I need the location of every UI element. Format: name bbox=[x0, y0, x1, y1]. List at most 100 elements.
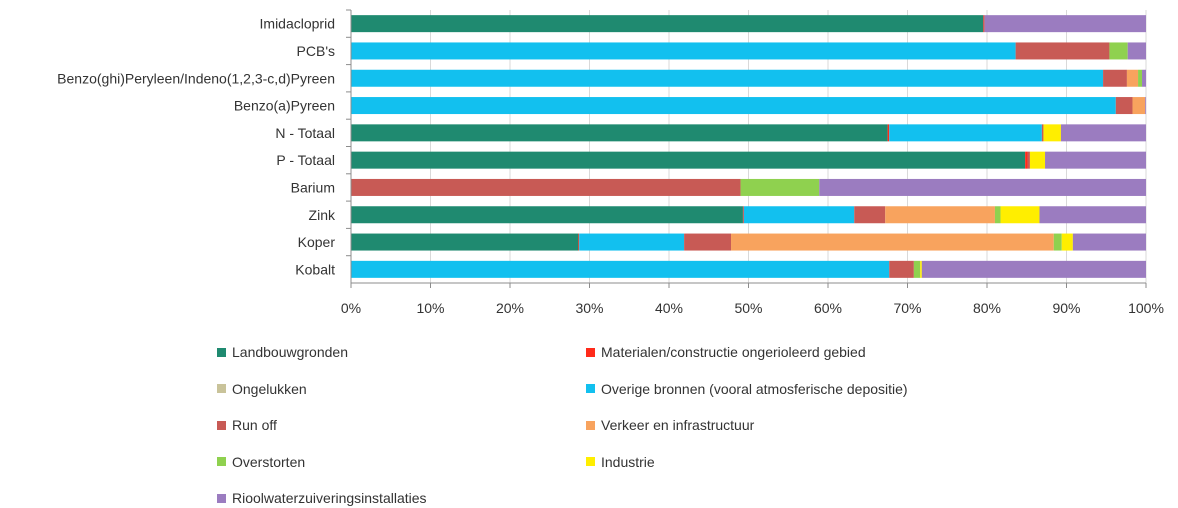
x-tick-label: 60% bbox=[814, 300, 842, 316]
bar-segment bbox=[885, 206, 995, 224]
bar-segment bbox=[913, 260, 921, 278]
legend-label: Overige bronnen (vooral atmosferische de… bbox=[601, 380, 908, 397]
legend-swatch bbox=[217, 384, 226, 393]
bar-segment bbox=[1138, 69, 1143, 87]
tick-labels: 0% 10% 20% 30% 40% 50% 60% 70% 80% 90% 100% bbox=[341, 300, 1164, 316]
bar-segment bbox=[731, 233, 1054, 251]
legend-swatch bbox=[217, 347, 226, 357]
category-label: N - Totaal bbox=[275, 125, 335, 141]
bar-segment bbox=[1039, 206, 1146, 224]
legend-item: Landbouwgronden bbox=[217, 344, 348, 360]
bar-segment bbox=[1127, 42, 1146, 60]
bar-segment bbox=[994, 206, 1001, 224]
bar-segment bbox=[889, 260, 914, 278]
x-tick-label: 100% bbox=[1128, 300, 1164, 316]
bar-segment bbox=[351, 233, 579, 251]
bar-segment bbox=[351, 124, 888, 142]
bar-segment bbox=[1043, 124, 1061, 142]
x-tick-label: 0% bbox=[341, 300, 361, 316]
bar-segment bbox=[983, 15, 985, 33]
x-tick-label: 80% bbox=[973, 300, 1001, 316]
x-tick-label: 30% bbox=[575, 300, 603, 316]
legend-swatch bbox=[586, 420, 595, 430]
category-label: PCB's bbox=[297, 43, 335, 59]
bar-segment bbox=[351, 178, 741, 196]
bar-segment bbox=[740, 178, 820, 196]
category-label: Benzo(ghi)Peryleen/Indeno(1,2,3-c,d)Pyre… bbox=[57, 70, 335, 86]
bar-segment bbox=[1145, 97, 1146, 115]
bar-segment bbox=[351, 97, 1116, 115]
category-label: Zink bbox=[309, 207, 336, 223]
bar-segment bbox=[1027, 151, 1030, 169]
bar-segment bbox=[351, 69, 1104, 87]
legend-label: Ongelukken bbox=[232, 380, 307, 397]
bar-segment bbox=[1015, 42, 1110, 60]
stacked-bar-chart: Imidacloprid PCB's Benzo(ghi)Peryleen/Inde… bbox=[57, 9, 1164, 316]
bar-segment bbox=[984, 15, 1146, 33]
bar-segment bbox=[579, 233, 685, 251]
bar-segment bbox=[578, 233, 580, 251]
x-tick-label: 70% bbox=[893, 300, 921, 316]
bar-segment bbox=[1103, 69, 1127, 87]
legend-swatch bbox=[586, 347, 595, 357]
legend-swatch bbox=[217, 420, 226, 430]
bar-segment bbox=[1072, 233, 1146, 251]
legend-swatch bbox=[586, 457, 595, 466]
category-labels: Imidacloprid PCB's Benzo(ghi)Peryleen/Inde… bbox=[57, 16, 336, 278]
bar-segment bbox=[1000, 206, 1040, 224]
bar-segment bbox=[1053, 233, 1062, 251]
bar-segment bbox=[351, 15, 984, 33]
x-tick-label: 90% bbox=[1052, 300, 1080, 316]
bar-segment bbox=[1029, 151, 1046, 169]
legend-swatch bbox=[586, 384, 595, 393]
bar-segment bbox=[351, 42, 1016, 60]
legend-swatch bbox=[217, 493, 226, 503]
legend-item: Rioolwaterzuiveringsinstallaties bbox=[217, 490, 427, 506]
category-label: Koper bbox=[298, 234, 336, 250]
bar-segment bbox=[920, 260, 922, 278]
bar-segment bbox=[1132, 97, 1146, 115]
bar-segment bbox=[1061, 233, 1073, 251]
bar-segment bbox=[1060, 124, 1146, 142]
bar-segment bbox=[742, 206, 744, 224]
legend-label: Landbouwgronden bbox=[232, 344, 348, 360]
legend-item: Verkeer en infrastructuur bbox=[586, 417, 754, 433]
bar-segment bbox=[684, 233, 732, 251]
x-tick-label: 50% bbox=[734, 300, 762, 316]
bar-segment bbox=[351, 260, 890, 278]
legend-item: Ongelukken bbox=[217, 381, 307, 397]
x-tick-label: 40% bbox=[655, 300, 683, 316]
axes bbox=[346, 9, 1147, 288]
category-label: Kobalt bbox=[295, 261, 335, 277]
bar-segment bbox=[819, 178, 1146, 196]
bar-segment bbox=[1041, 124, 1044, 142]
bar-segment bbox=[1126, 69, 1139, 87]
legend-label: Run off bbox=[232, 417, 277, 433]
legend: Landbouwgronden Materialen/constructie on… bbox=[0, 338, 1178, 508]
bar-segment bbox=[1142, 69, 1146, 87]
bar-segment bbox=[921, 260, 1146, 278]
bar-segment bbox=[887, 124, 890, 142]
bar-segment bbox=[351, 206, 743, 224]
category-label: Barium bbox=[291, 179, 335, 195]
bar-segment bbox=[351, 151, 1026, 169]
category-label: Benzo(a)Pyreen bbox=[234, 98, 335, 114]
legend-label: Overstorten bbox=[232, 453, 306, 470]
x-tick-label: 20% bbox=[496, 300, 524, 316]
legend-item: Run off bbox=[217, 417, 277, 433]
category-label: Imidacloprid bbox=[260, 16, 335, 32]
bar-segment bbox=[1109, 42, 1128, 60]
bar-segment bbox=[1025, 151, 1028, 169]
bar-segment bbox=[743, 206, 855, 224]
bar-segment bbox=[1045, 151, 1146, 169]
bar-segment bbox=[1115, 97, 1133, 115]
bar-segment bbox=[889, 124, 1042, 142]
legend-item: Materialen/constructie ongerioleerd gebi… bbox=[586, 344, 866, 360]
legend-item: Overige bronnen (vooral atmosferische de… bbox=[586, 381, 908, 397]
x-tick-label: 10% bbox=[416, 300, 444, 316]
legend-label: Industrie bbox=[601, 453, 655, 470]
bars bbox=[351, 15, 1146, 278]
category-label: P - Totaal bbox=[276, 152, 335, 168]
legend-label: Materialen/constructie ongerioleerd gebi… bbox=[601, 344, 866, 360]
legend-item: Overstorten bbox=[217, 454, 305, 470]
